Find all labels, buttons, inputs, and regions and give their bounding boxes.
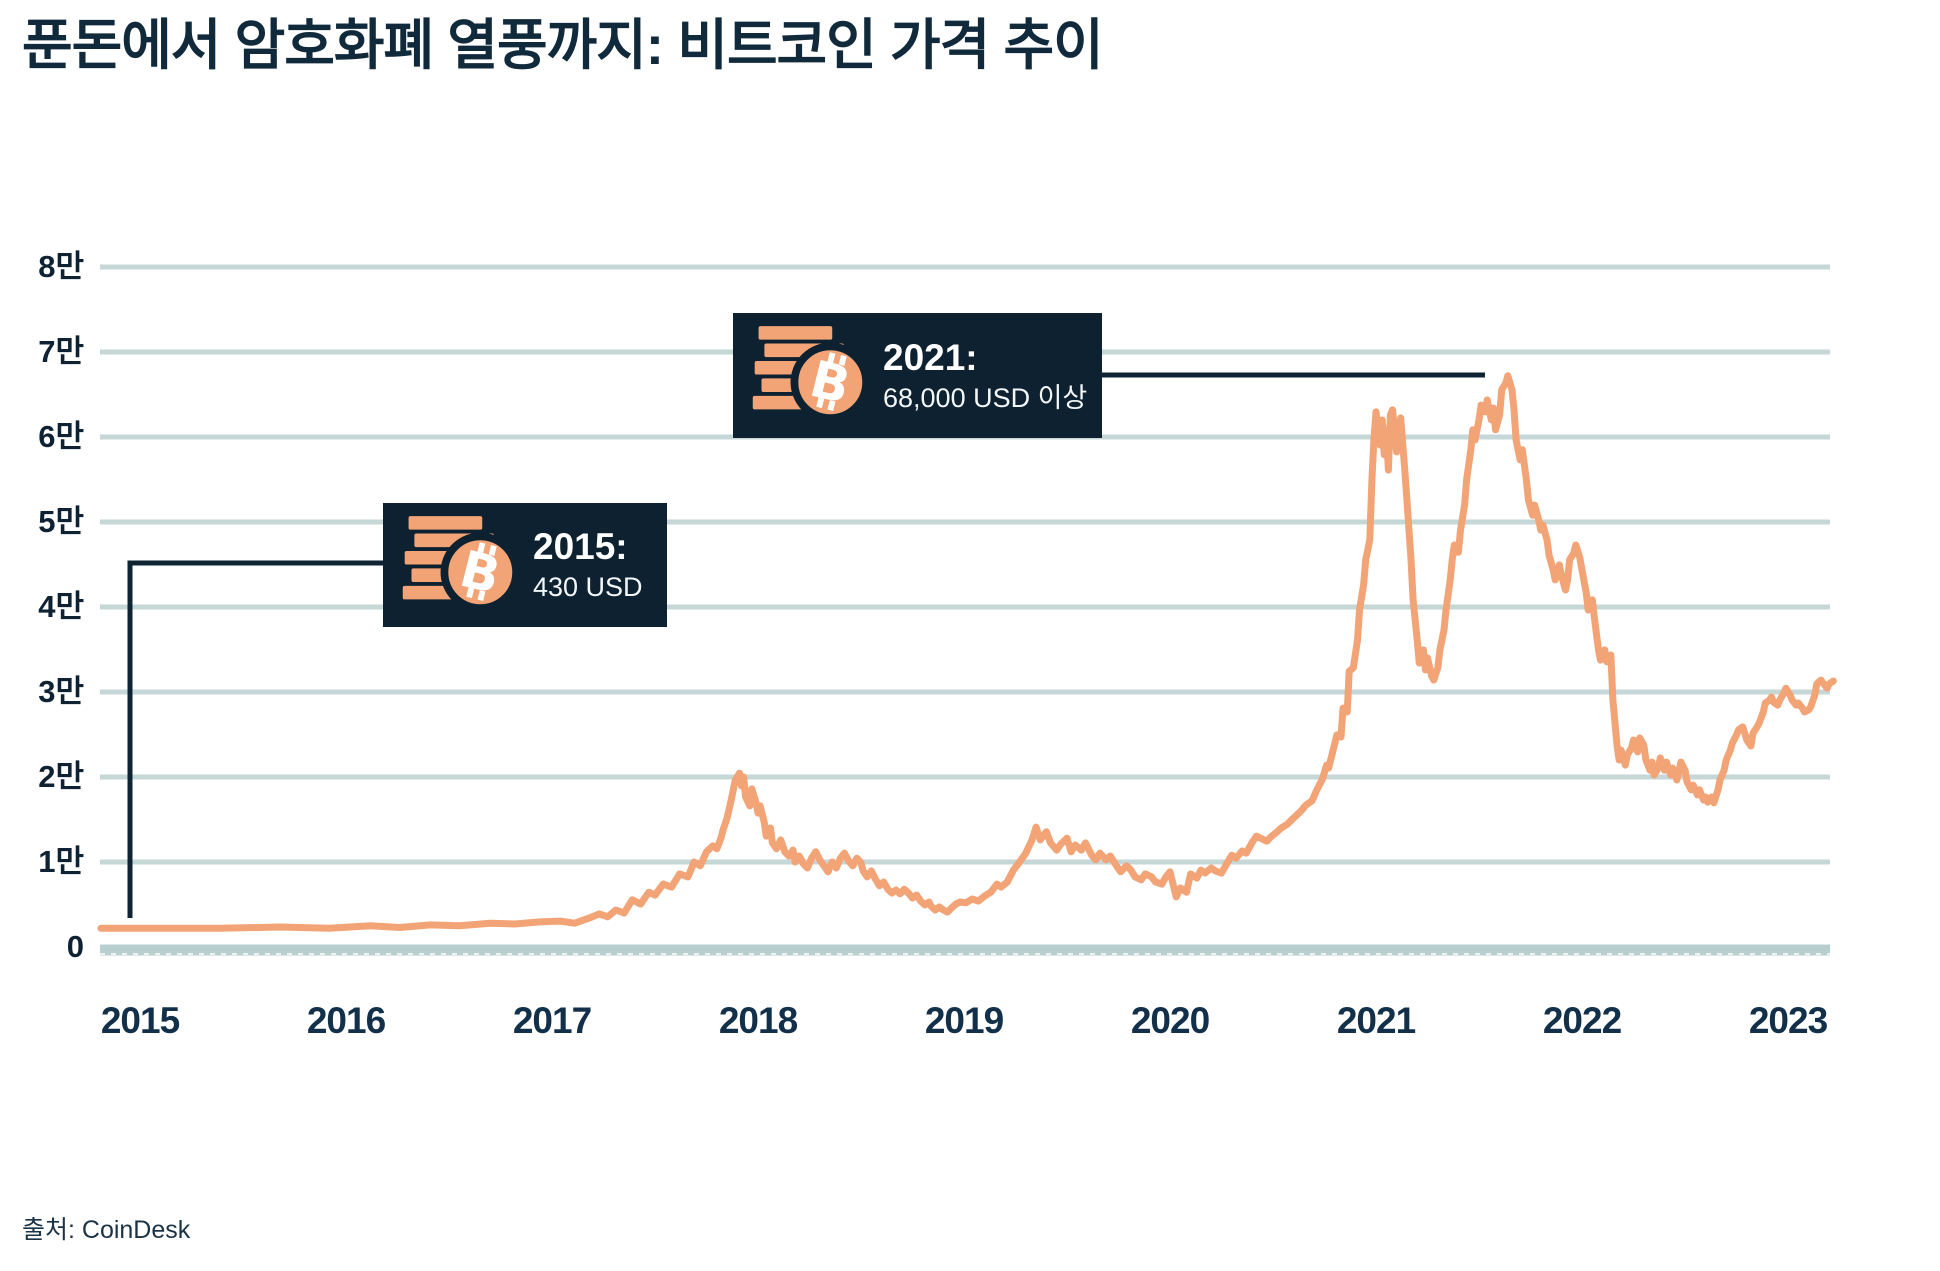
callout-line-2015 [127,560,383,918]
y-axis-label: 2만 [38,759,84,794]
y-axis-label: 3만 [38,674,84,709]
annotation-2015-year: 2015: [533,526,628,567]
annotation-2021-text: 2021: 68,000 USD 이상 [883,337,1087,415]
price-line [97,372,1837,932]
y-axis-label: 5만 [38,504,84,539]
annotation-2015-text: 2015: 430 USD [533,526,643,604]
x-axis-label: 2020 [1130,1000,1210,1041]
y-axis-label: 7만 [38,334,84,369]
x-axis-label: 2022 [1542,1000,1622,1041]
source-credit: 출처: CoinDesk [22,1216,191,1244]
x-axis-label: 2023 [1748,1000,1828,1041]
x-axis-label: 2017 [512,1000,592,1041]
x-axis-label: 2021 [1336,1000,1416,1041]
bitcoin-coins-icon: B [752,326,871,423]
y-axis-label: 0 [66,929,84,964]
y-axis-label: 4만 [38,589,84,624]
page-title: 푼돈에서 암호화폐 열풍까지: 비트코인 가격 추이 [22,14,1104,76]
bitcoin-coins-icon: B [402,515,521,612]
x-axis-label: 2019 [924,1000,1004,1041]
x-axis-label: 2016 [306,1000,386,1041]
annotation-2021: B 2021: 68,000 USD 이상 [733,313,1102,438]
x-axis-label: 2018 [718,1000,798,1041]
annotation-2015-value: 430 USD [533,572,643,602]
x-axis-label: 2015 [100,1000,180,1041]
y-axis-label: 1만 [38,844,84,879]
annotation-2021-value: 68,000 USD 이상 [883,382,1088,413]
annotation-2015: B 2015: 430 USD [383,503,667,627]
y-axis-label: 8만 [38,249,84,284]
annotation-2021-year: 2021: [883,336,978,378]
y-axis-label: 6만 [38,419,84,454]
